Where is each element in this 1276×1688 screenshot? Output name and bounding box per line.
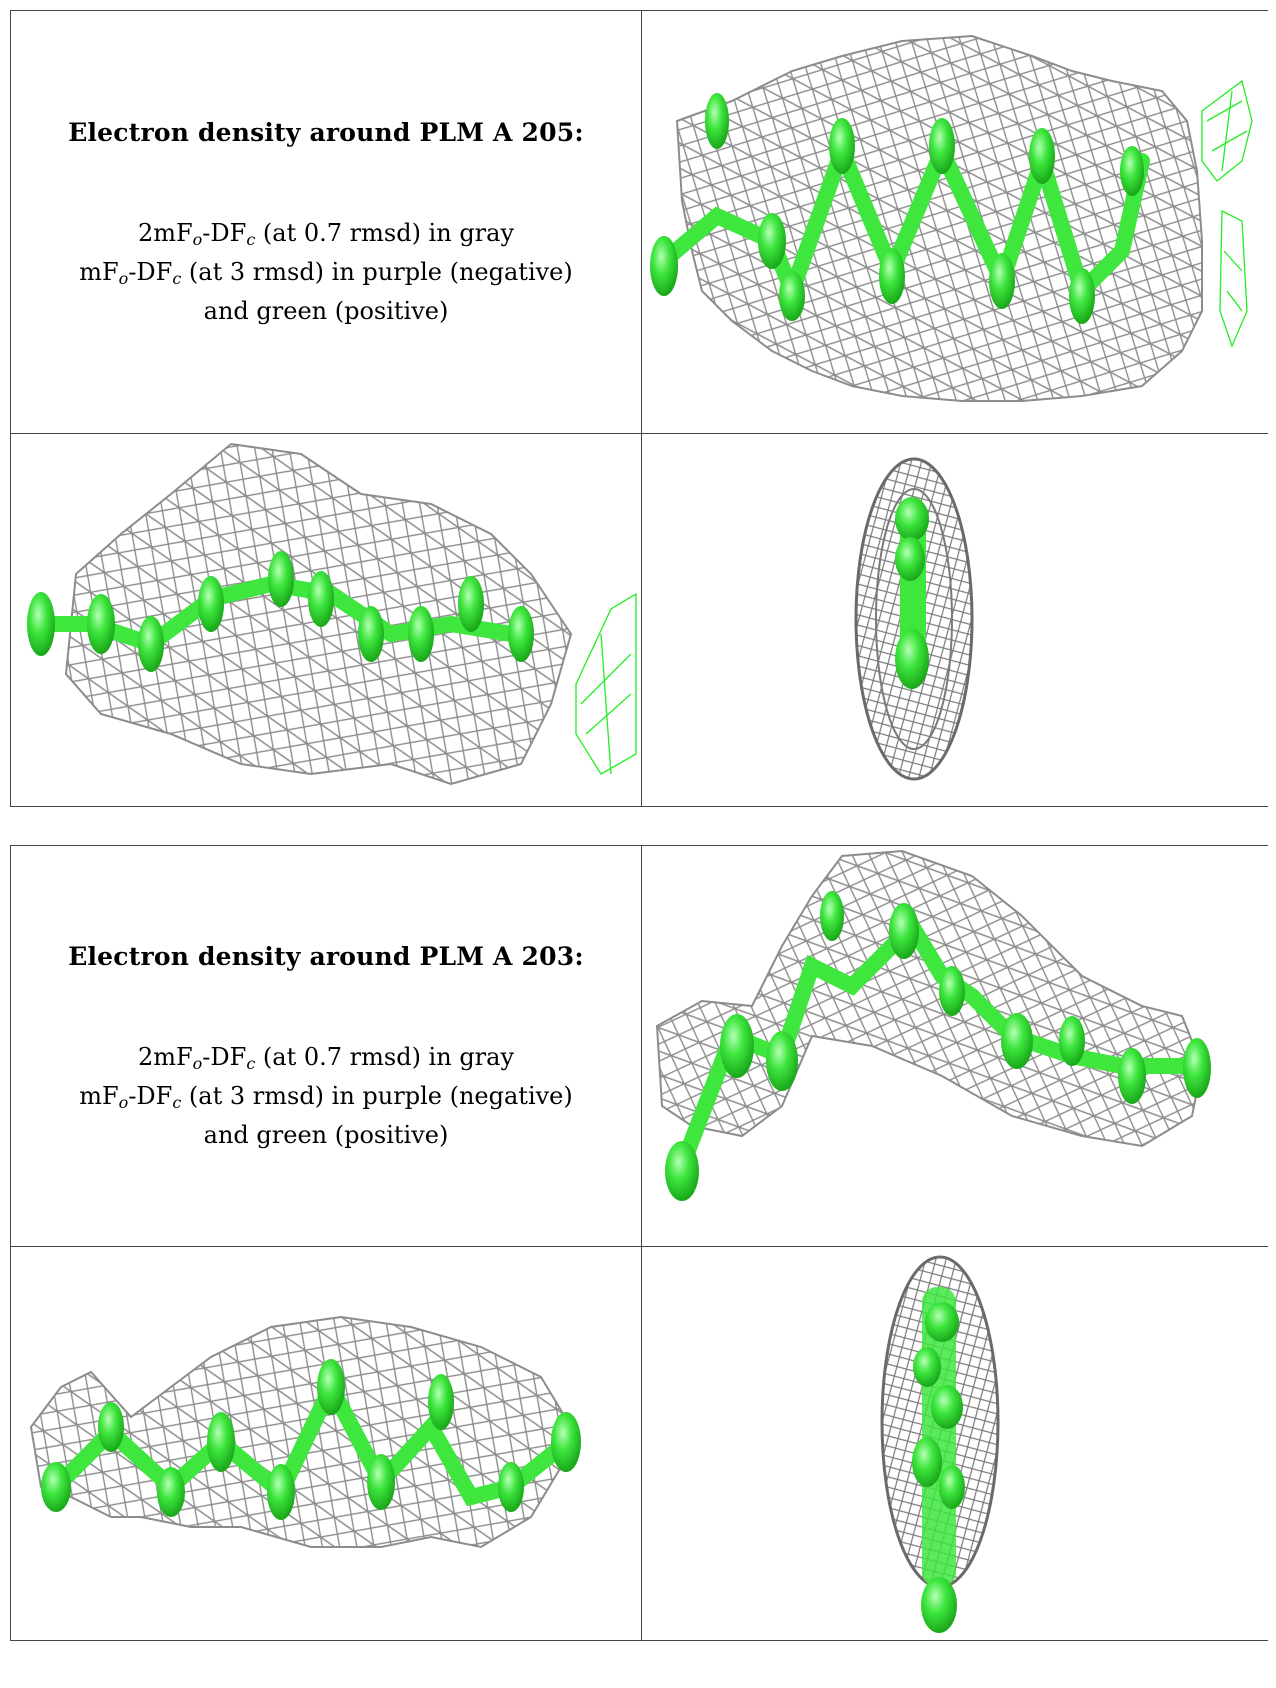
electron-density-render [854,457,974,781]
caption-cell: Electron density around PLM A 205: 2mFo-… [10,10,642,434]
density-view-bottom-right [641,1246,1268,1641]
density-view-top-right [641,10,1268,434]
density-view-top-right [641,845,1268,1247]
caption-cell: Electron density around PLM A 203: 2mFo-… [10,845,642,1247]
density-table-plm-a-205: Electron density around PLM A 205: 2mFo-… [10,10,1268,807]
density-view-bottom-left [10,1246,642,1641]
map-legend: 2mFo-DFc (at 0.7 rmsd) in gray mFo-DFc (… [79,1042,573,1149]
electron-density-render [650,34,1253,402]
density-view-bottom-left [10,433,642,807]
figure-title: Electron density around PLM A 203: [68,941,584,971]
density-table-plm-a-203: Electron density around PLM A 203: 2mFo-… [10,845,1268,1641]
electron-density-render [655,849,1211,1201]
electron-density-render [880,1255,1000,1633]
density-view-bottom-right [641,433,1268,807]
map-legend: 2mFo-DFc (at 0.7 rmsd) in gray mFo-DFc (… [79,218,573,325]
figure-title: Electron density around PLM A 205: [68,117,584,147]
electron-density-render [29,1315,581,1549]
electron-density-render [27,442,637,786]
